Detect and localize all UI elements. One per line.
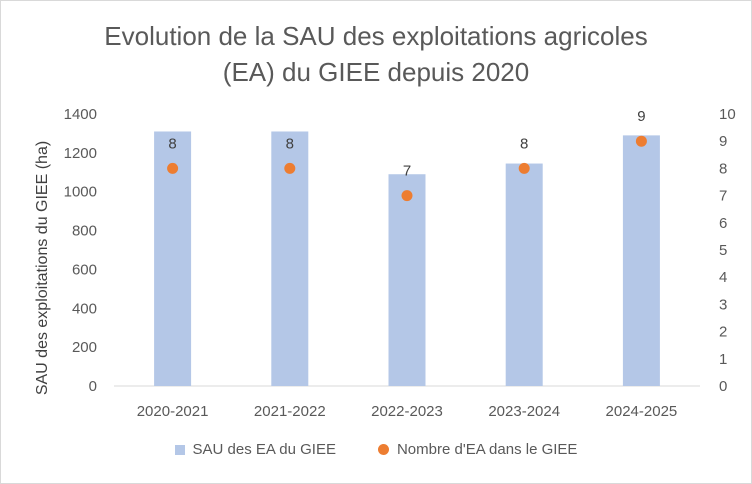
data-labels: 8 8 7 8 9 [168, 108, 645, 179]
y2-tick-label: 8 [719, 160, 727, 177]
point [635, 135, 647, 147]
bar [622, 135, 660, 386]
chart-title: Evolution de la SAU des exploitations ag… [0, 18, 752, 90]
x-tick-label: 2020-2021 [137, 403, 209, 420]
y-tick-label: 800 [72, 223, 97, 240]
y2-tick-label: 2 [719, 324, 727, 341]
bar [271, 131, 309, 386]
y2-tick-label: 10 [719, 106, 736, 123]
y-tick-label: 0 [89, 378, 97, 395]
legend-item-bars: SAU des EA du GIEE [174, 441, 336, 458]
data-label: 8 [520, 135, 528, 152]
bar-series [154, 131, 660, 386]
point [167, 162, 179, 174]
y-tick-label: 600 [72, 261, 97, 278]
y2-tick-label: 1 [719, 351, 727, 368]
legend-label-points: Nombre d'EA dans le GIEE [396, 441, 578, 458]
legend-label-bars: SAU des EA du GIEE [192, 441, 336, 458]
y-tick-label: 1000 [64, 184, 97, 201]
y-tick-label: 1200 [64, 145, 97, 162]
chart-title-line-2: (EA) du GIEE depuis 2020 [222, 57, 530, 87]
point-series [167, 135, 647, 202]
legend-item-points: Nombre d'EA dans le GIEE [377, 441, 578, 458]
y2-tick-label: 4 [719, 269, 727, 286]
bar [505, 163, 543, 386]
bar [154, 131, 192, 386]
point [518, 162, 530, 174]
point [284, 162, 296, 174]
chart-title-line-1: Evolution de la SAU des exploitations ag… [104, 21, 648, 51]
point [401, 190, 413, 202]
data-label: 8 [286, 135, 294, 152]
y2-tick-label: 0 [719, 378, 727, 395]
legend: SAU des EA du GIEE Nombre d'EA dans le G… [0, 441, 752, 458]
legend-point-swatch [377, 444, 389, 455]
data-label: 9 [637, 108, 645, 125]
y2-tick-label: 3 [719, 296, 727, 313]
x-tick-label: 2021-2022 [254, 403, 326, 420]
bar [388, 174, 426, 386]
y2-tick-label: 5 [719, 242, 727, 259]
y2-tick-label: 9 [719, 133, 727, 150]
y2-tick-label: 6 [719, 215, 727, 232]
legend-bar-swatch [174, 444, 185, 455]
left-axis: 0 200 400 600 800 1000 1200 1400 [64, 106, 97, 395]
y-tick-label: 200 [72, 339, 97, 356]
x-tick-label: 2023-2024 [488, 403, 560, 420]
y2-tick-label: 7 [719, 188, 727, 205]
right-axis: 0 1 2 3 4 5 6 7 8 9 10 [719, 106, 736, 395]
data-label: 8 [168, 135, 176, 152]
x-axis: 2020-2021 2021-2022 2022-2023 2023-2024 2024… [137, 403, 678, 420]
y-tick-label: 400 [72, 300, 97, 317]
data-label: 7 [403, 163, 411, 180]
x-tick-label: 2022-2023 [371, 403, 443, 420]
y-axis-title: SAU des exploitations du GIEE (ha) [34, 141, 51, 395]
x-tick-label: 2024-2025 [606, 403, 678, 420]
y-tick-label: 1400 [64, 106, 97, 123]
